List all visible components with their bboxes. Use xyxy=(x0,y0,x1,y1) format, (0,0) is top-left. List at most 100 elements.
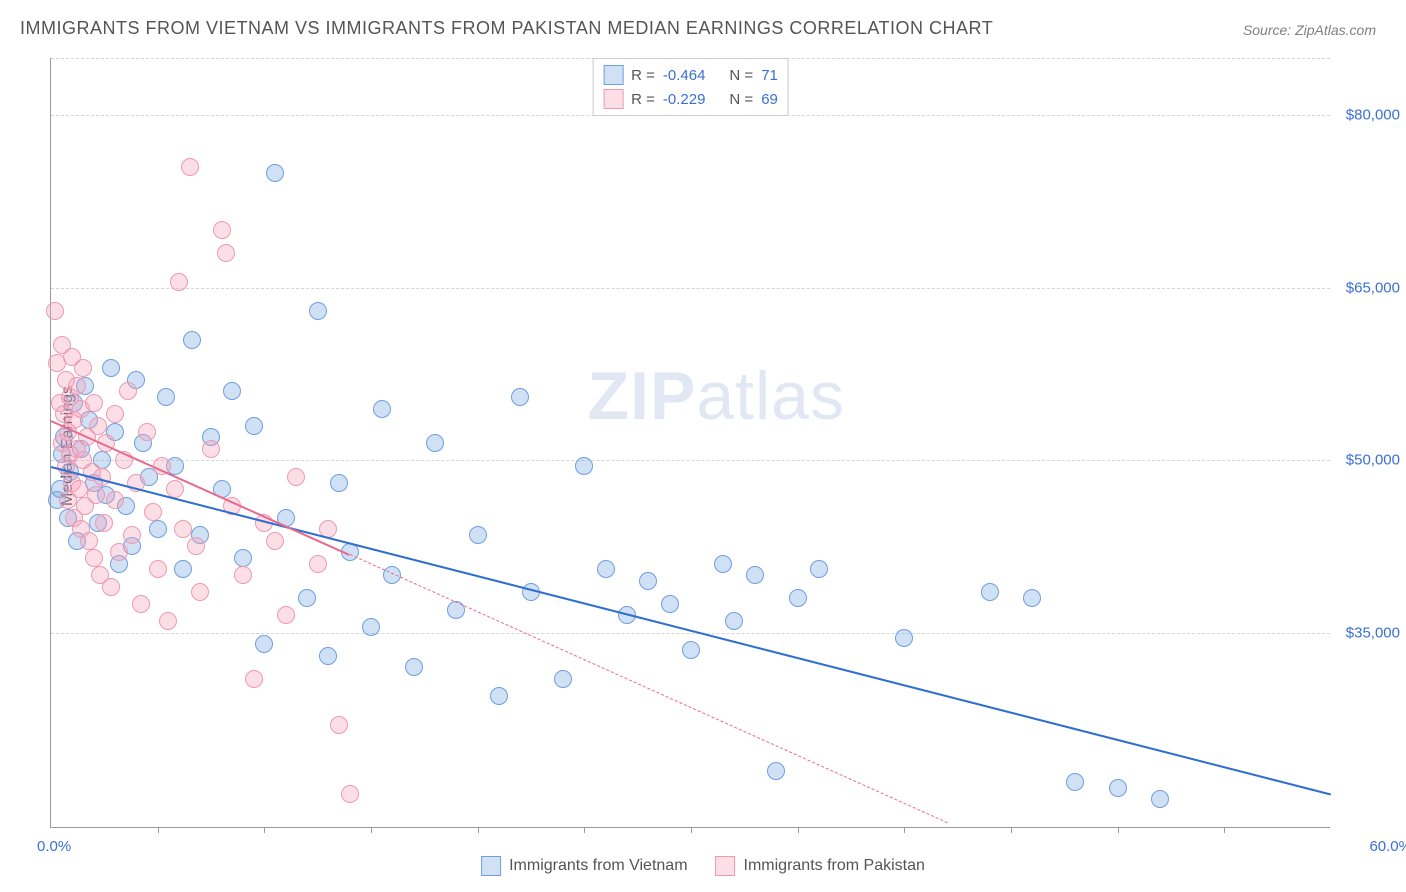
data-point xyxy=(132,595,150,613)
watermark-light: atlas xyxy=(696,358,845,434)
data-point xyxy=(245,417,263,435)
legend-swatch-2 xyxy=(716,856,736,876)
data-point xyxy=(123,526,141,544)
r-value-1: -0.464 xyxy=(663,67,706,84)
watermark: ZIPatlas xyxy=(588,357,845,435)
x-tick xyxy=(158,827,159,833)
x-tick xyxy=(584,827,585,833)
r-label: R = xyxy=(631,91,655,108)
watermark-bold: ZIP xyxy=(588,358,697,434)
data-point xyxy=(309,302,327,320)
�swatch-series-2 xyxy=(603,89,623,109)
data-point xyxy=(511,388,529,406)
bottom-legend: Immigrants from Vietnam Immigrants from … xyxy=(481,856,925,876)
data-point xyxy=(181,158,199,176)
trend-line xyxy=(51,466,1331,795)
n-value-2: 69 xyxy=(761,91,778,108)
plot-area: ZIPatlas R = -0.464 N = 71 R = -0.229 N … xyxy=(50,58,1330,828)
data-point xyxy=(682,641,700,659)
data-point xyxy=(981,583,999,601)
data-point xyxy=(149,520,167,538)
data-point xyxy=(157,388,175,406)
data-point xyxy=(80,532,98,550)
data-point xyxy=(183,331,201,349)
data-point xyxy=(95,514,113,532)
gridline-h xyxy=(51,115,1330,116)
data-point xyxy=(309,555,327,573)
data-point xyxy=(191,583,209,601)
x-tick xyxy=(371,827,372,833)
x-tick xyxy=(478,827,479,833)
data-point xyxy=(213,221,231,239)
data-point xyxy=(490,687,508,705)
data-point xyxy=(70,480,88,498)
data-point xyxy=(85,394,103,412)
stats-row-2: R = -0.229 N = 69 xyxy=(603,87,778,111)
gridline-h xyxy=(51,460,1330,461)
data-point xyxy=(87,486,105,504)
data-point xyxy=(639,572,657,590)
data-point xyxy=(277,606,295,624)
data-point xyxy=(725,612,743,630)
n-label: N = xyxy=(729,67,753,84)
data-point xyxy=(174,520,192,538)
x-tick xyxy=(691,827,692,833)
data-point xyxy=(102,359,120,377)
data-point xyxy=(287,468,305,486)
x-tick xyxy=(1224,827,1225,833)
data-point xyxy=(159,612,177,630)
data-point xyxy=(223,382,241,400)
data-point xyxy=(202,440,220,458)
data-point xyxy=(149,560,167,578)
data-point xyxy=(217,244,235,262)
data-point xyxy=(1151,790,1169,808)
data-point xyxy=(170,273,188,291)
data-point xyxy=(426,434,444,452)
source-label: Source: ZipAtlas.com xyxy=(1243,22,1376,38)
data-point xyxy=(102,578,120,596)
y-tick-label: $35,000 xyxy=(1340,624,1400,641)
data-point xyxy=(341,785,359,803)
data-point xyxy=(234,566,252,584)
stats-legend-box: R = -0.464 N = 71 R = -0.229 N = 69 xyxy=(592,58,789,116)
legend-label-2: Immigrants from Pakistan xyxy=(744,857,925,875)
y-tick-label: $80,000 xyxy=(1340,107,1400,124)
x-tick xyxy=(1118,827,1119,833)
data-point xyxy=(106,491,124,509)
legend-label-1: Immigrants from Vietnam xyxy=(509,857,687,875)
data-point xyxy=(266,164,284,182)
data-point xyxy=(447,601,465,619)
data-point xyxy=(373,400,391,418)
x-tick xyxy=(264,827,265,833)
x-tick xyxy=(1011,827,1012,833)
data-point xyxy=(144,503,162,521)
data-point xyxy=(810,560,828,578)
n-value-1: 71 xyxy=(761,67,778,84)
data-point xyxy=(46,302,64,320)
data-point xyxy=(1066,773,1084,791)
data-point xyxy=(89,417,107,435)
swatch-series-1 xyxy=(603,65,623,85)
data-point xyxy=(330,474,348,492)
stats-row-1: R = -0.464 N = 71 xyxy=(603,63,778,87)
data-point xyxy=(1109,779,1127,797)
y-tick-label: $50,000 xyxy=(1340,452,1400,469)
data-point xyxy=(266,532,284,550)
data-point xyxy=(746,566,764,584)
x-tick-max: 60.0% xyxy=(1369,838,1406,855)
data-point xyxy=(174,560,192,578)
data-point xyxy=(110,543,128,561)
data-point xyxy=(789,589,807,607)
r-label: R = xyxy=(631,67,655,84)
y-tick-label: $65,000 xyxy=(1340,279,1400,296)
data-point xyxy=(469,526,487,544)
x-tick-min: 0.0% xyxy=(37,838,71,855)
data-point xyxy=(187,537,205,555)
data-point xyxy=(575,457,593,475)
data-point xyxy=(234,549,252,567)
data-point xyxy=(661,595,679,613)
r-value-2: -0.229 xyxy=(663,91,706,108)
data-point xyxy=(245,670,263,688)
data-point xyxy=(298,589,316,607)
legend-swatch-1 xyxy=(481,856,501,876)
